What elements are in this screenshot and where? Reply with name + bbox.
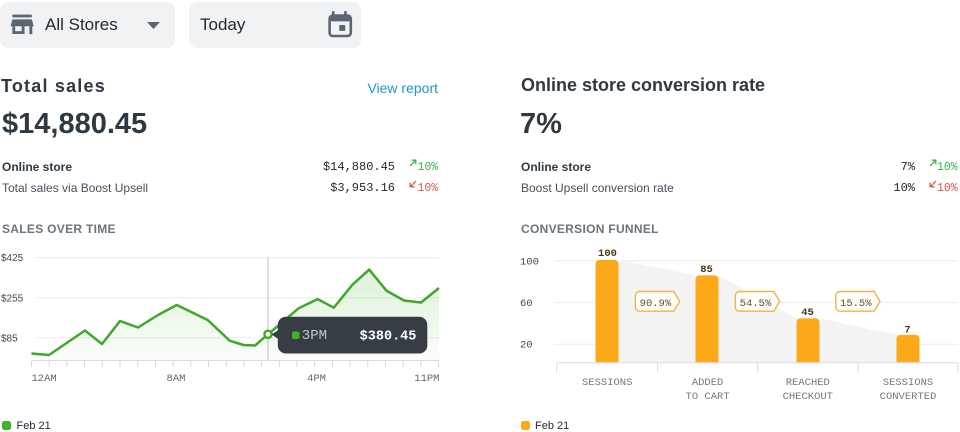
svg-text:54.5%: 54.5%: [740, 298, 772, 310]
svg-text:11PM: 11PM: [414, 373, 439, 385]
svg-text:7: 7: [904, 324, 910, 336]
svg-text:85: 85: [700, 264, 713, 276]
svg-text:$85: $85: [1, 333, 18, 344]
svg-text:TO CART: TO CART: [686, 391, 730, 403]
svg-text:$255: $255: [1, 293, 24, 304]
svg-text:15.5%: 15.5%: [840, 298, 872, 310]
svg-text:SESSIONS: SESSIONS: [582, 377, 632, 389]
svg-text:$425: $425: [1, 253, 24, 264]
svg-text:$380.45: $380.45: [360, 329, 417, 344]
svg-text:CHECKOUT: CHECKOUT: [783, 391, 833, 403]
svg-text:SESSIONS: SESSIONS: [883, 377, 933, 389]
svg-text:CONVERTED: CONVERTED: [880, 391, 937, 403]
svg-text:8AM: 8AM: [167, 373, 186, 385]
svg-text:4PM: 4PM: [307, 373, 326, 385]
svg-text:ADDED: ADDED: [692, 377, 724, 389]
svg-text:45: 45: [801, 307, 814, 319]
svg-text:60: 60: [520, 298, 533, 310]
svg-text:90.9%: 90.9%: [640, 298, 672, 310]
svg-text:12AM: 12AM: [32, 373, 57, 385]
svg-text:100: 100: [520, 256, 539, 268]
svg-text:3PM: 3PM: [302, 328, 327, 344]
svg-text:20: 20: [520, 340, 533, 352]
svg-text:100: 100: [598, 248, 617, 260]
svg-text:REACHED: REACHED: [786, 377, 830, 389]
